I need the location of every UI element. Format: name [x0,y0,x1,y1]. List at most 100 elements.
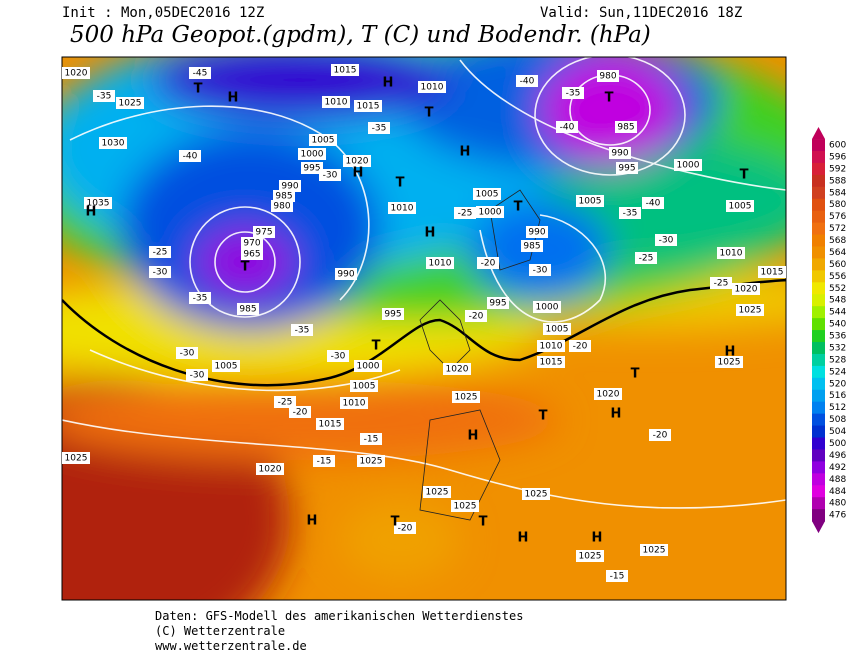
isobar-label-box [179,150,201,162]
isobar-label-box [237,303,259,315]
isobar-label: 1025 [360,457,383,467]
isobar-label: 1010 [421,83,444,93]
isobar-label-box [556,121,578,133]
legend-swatch [812,270,825,283]
isobar-label-box [298,148,326,160]
legend-label: 512 [829,403,846,413]
isobar-label: -20 [481,259,496,269]
isobar-label: 1020 [446,365,469,375]
legend-swatch [812,162,825,176]
isobar-label: 1025 [65,454,88,464]
isobar-label: -30 [659,236,674,246]
isobar-label: 1010 [429,259,452,269]
isobar-label: 995 [384,310,401,320]
pressure-center: T [241,260,250,275]
isobar-label-box [301,162,323,174]
isobar-label: 1015 [357,102,380,112]
isobar-label: 1025 [119,99,142,109]
isobar-label: 975 [255,228,272,238]
isobar-label: 990 [281,182,298,192]
legend-label: 572 [829,224,846,234]
isobar-label: 1020 [597,390,620,400]
isobar-label-box [309,134,337,146]
isobar-label-box [522,488,550,500]
pressure-center: H [228,91,239,106]
legend-swatch [812,139,825,152]
legend-label: 488 [829,475,846,485]
isobar-label-box [354,100,382,112]
legend-swatch [812,377,825,391]
legend-label: 588 [829,176,846,186]
isobar-label: 990 [611,149,628,159]
pressure-center: T [539,409,548,424]
legend-label: 556 [829,272,846,282]
isobar-label-box [473,188,501,200]
legend-label: 580 [829,200,846,210]
isobar-label: 995 [489,299,506,309]
isobar-label-box [368,122,390,134]
footer-line: Daten: GFS-Modell des amerikanischen Wet… [155,609,523,623]
legend-swatch [812,461,825,474]
isobar-label: 1020 [65,69,88,79]
isobar-label: -35 [295,326,310,336]
isobar-label-box [710,277,732,289]
legend-arrow-top [812,127,825,140]
isobar-label: 1025 [579,552,602,562]
pressure-center: H [307,514,318,529]
legend-swatch [812,401,825,415]
isobar-label-box [241,248,263,260]
isobar-label: 1005 [312,136,335,146]
pressure-center: T [194,82,203,97]
legend-swatch [812,210,825,224]
isobar-label-box [360,433,382,445]
isobar-label-box [516,75,538,87]
pressure-center: H [592,531,603,546]
isobar-label-box [674,159,702,171]
isobar-label-box [597,70,619,82]
legend-label: 532 [829,343,846,353]
legend-label: 504 [829,427,846,437]
legend-swatch [812,174,825,188]
legend-swatch [812,222,825,236]
legend-swatch [812,282,825,295]
valid-time: Valid: Sun,11DEC2016 18Z [540,5,742,21]
pressure-center: T [425,106,434,121]
pressure-center: T [479,515,488,530]
isobar-label: 1025 [739,306,762,316]
isobar-label: 1005 [353,382,376,392]
isobar-label-box [594,388,622,400]
isobar-label: 1005 [729,202,752,212]
isobar-label-box [271,200,293,212]
isobar-label-box [350,380,378,392]
isobar-label-box [322,96,350,108]
legend-label: 540 [829,320,846,330]
pressure-center: H [468,429,479,444]
legend-label: 496 [829,451,846,461]
isobar-label: 970 [243,239,260,249]
isobar-label: -30 [323,171,338,181]
pressure-center: H [86,205,97,220]
isobar-label: 1000 [677,161,700,171]
isobar-label: -15 [364,435,379,445]
isobar-label: -30 [190,371,205,381]
isobar-label: 985 [239,305,256,315]
isobar-label: 1005 [215,362,238,372]
legend-arrow-bottom [812,521,825,534]
isobar-label: 985 [617,123,634,133]
isobar-label-box [62,452,90,464]
legend-swatch [812,485,825,498]
isobar-label: 995 [618,164,635,174]
isobar-label: -25 [153,248,168,258]
isobar-label: 1000 [479,208,502,218]
map-area [62,57,786,600]
isobar-label-box [642,197,664,209]
isobar-label: -25 [714,279,729,289]
isobar-label-box [635,252,657,264]
isobar-label-box [615,121,637,133]
isobar-label: 1015 [334,66,357,76]
legend-label: 564 [829,248,846,258]
pressure-center: T [605,91,614,106]
isobar-label: 1020 [735,285,758,295]
isobar-label: -20 [469,312,484,322]
isobar-label-box [62,67,90,79]
